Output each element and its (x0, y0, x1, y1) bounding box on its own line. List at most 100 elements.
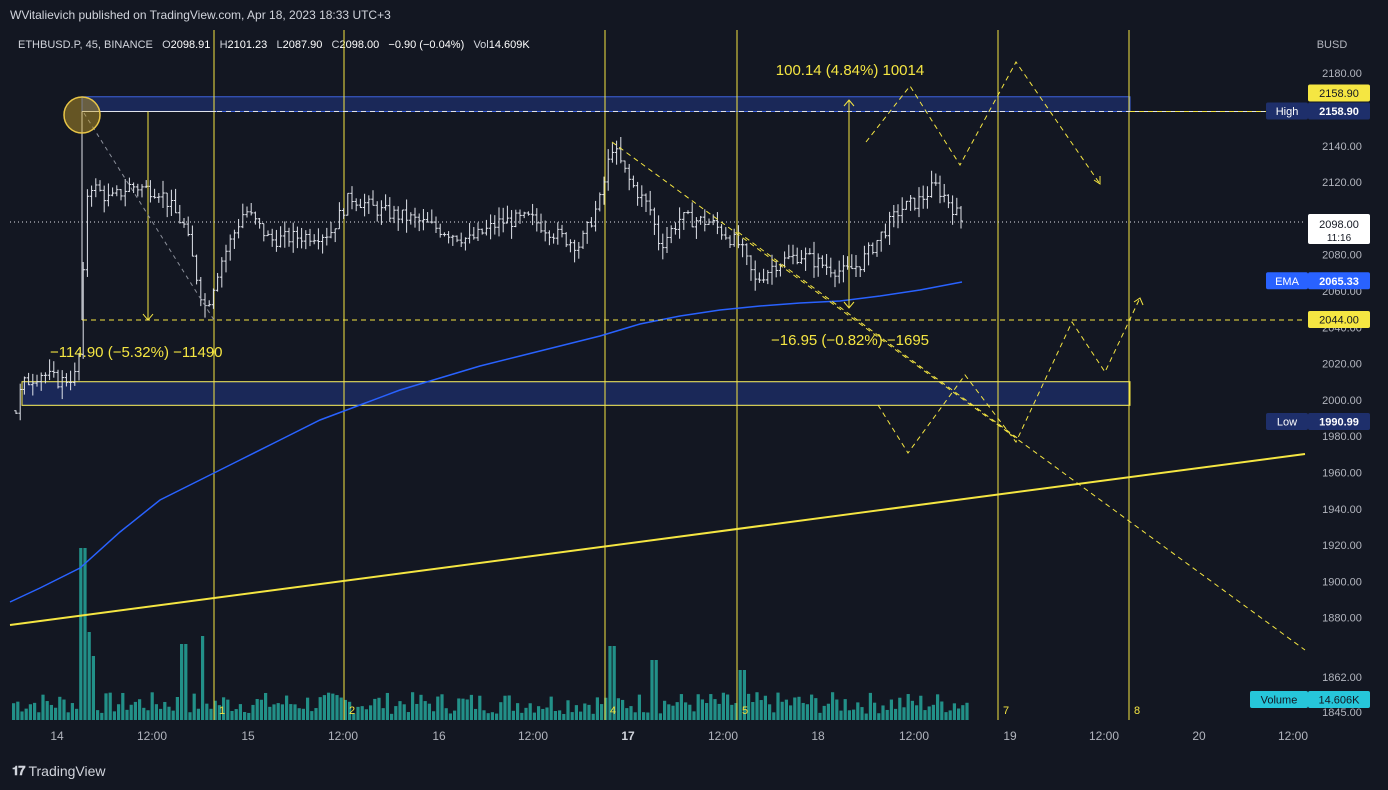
tag-ema-label-bg (1266, 272, 1308, 290)
volume-bar (520, 712, 524, 720)
volume-bar (352, 713, 356, 720)
tag-low-label: Low (1277, 417, 1297, 429)
tag-low-value-bg (1308, 413, 1370, 430)
volume-bar (129, 704, 133, 720)
projection-upper-arrowhead (1093, 176, 1101, 185)
volume-bar (314, 708, 318, 720)
volume-bar (390, 713, 394, 720)
volume-bar (755, 692, 759, 720)
volume-value: 14.609K (488, 39, 530, 51)
volume-bar (831, 692, 835, 720)
x-tick-label: 12:00 (137, 729, 167, 743)
y-tick-label: 1845.00 (1322, 707, 1362, 719)
volume-bar (738, 670, 742, 720)
high-value: 2101.23 (227, 39, 268, 51)
volume-bar (75, 708, 79, 720)
volume-bar (579, 711, 583, 720)
volume-bar (772, 712, 776, 720)
volume-bar (675, 702, 679, 720)
volume-bar (768, 704, 772, 720)
volume-bar (49, 704, 53, 720)
volume-bar (280, 704, 284, 720)
volume-bar (33, 702, 37, 720)
volume-bar (654, 660, 658, 720)
volume-bar (226, 699, 230, 720)
measure-up-label: 100.14 (4.84%) 10014 (776, 62, 924, 79)
volume-bar (104, 693, 108, 720)
volume-bar (251, 704, 255, 720)
volume-bar (910, 700, 914, 720)
zone-support (21, 381, 1131, 406)
tradingview-brand[interactable]: 𝟏𝟕 TradingView (12, 763, 106, 779)
volume-bar (818, 712, 822, 720)
volume-bar (898, 697, 902, 720)
tag-low-label-bg (1266, 413, 1308, 430)
volume-bar (486, 713, 490, 720)
volume-bar (532, 712, 536, 720)
tag-yellow-high: 2158.90 (1319, 88, 1359, 100)
volume-bar (230, 711, 234, 720)
volume-bar (906, 694, 910, 720)
volume-bar (306, 697, 310, 720)
volume-bar (461, 698, 465, 720)
volume-bar (453, 710, 457, 720)
volume-bar (327, 692, 331, 720)
volume-bar (721, 692, 725, 720)
volume-bar (663, 700, 667, 720)
volume-bar (759, 700, 763, 720)
volume-bar (894, 708, 898, 720)
volume-bar (587, 704, 591, 720)
volume-bar (957, 708, 961, 720)
volume-bar (264, 692, 268, 720)
volume-bar (41, 694, 45, 720)
volume-bar (58, 696, 62, 720)
volume-bar (553, 710, 557, 720)
volume-bar (356, 706, 360, 720)
volume-bar (213, 700, 217, 720)
tag-2044: 2044.00 (1319, 315, 1359, 327)
volume-bar (188, 712, 192, 720)
y-tick-label: 2180.00 (1322, 68, 1362, 80)
volume-bar (154, 704, 158, 720)
volume-bar (24, 708, 28, 720)
volume-bar (885, 709, 889, 720)
volume-bar (79, 548, 83, 720)
tradingview-logo-icon: 𝟏𝟕 (12, 763, 26, 778)
volume-bar (184, 644, 188, 720)
volume-bar (37, 712, 41, 720)
volume-bar (642, 712, 646, 720)
x-tick-label: 20 (1192, 729, 1206, 743)
x-tick-label: 12:00 (1278, 729, 1308, 743)
volume-bar (847, 710, 851, 720)
volume-bar (259, 699, 263, 720)
volume-bar (272, 704, 276, 720)
volume-bar (604, 697, 608, 720)
volume-bar (902, 707, 906, 720)
tag-current-timer: 11:16 (1327, 233, 1352, 244)
volume-bar (54, 707, 58, 720)
zone-resistance (81, 96, 1131, 112)
volume-bar (705, 703, 709, 720)
volume-bar (784, 699, 788, 720)
publisher-line: WVitalievich published on TradingView.co… (10, 8, 391, 22)
volume-bar (91, 656, 95, 720)
volume-bar (45, 701, 49, 720)
volume-bar (608, 646, 612, 720)
volume-bar (574, 705, 578, 720)
volume-bar (873, 702, 877, 720)
vertical-marker-label: 8 (1134, 705, 1140, 717)
volume-bar (339, 697, 343, 720)
high-label: H (219, 39, 228, 51)
volume-bar (600, 704, 604, 720)
vertical-marker-label: 2 (349, 705, 355, 717)
vertical-marker-label: 7 (1003, 705, 1009, 717)
volume-bar (952, 703, 956, 720)
trend-line (9, 453, 1306, 626)
volume-label: Vol (473, 39, 489, 51)
symbol-name[interactable]: ETHBUSD.P, 45, BINANCE (18, 39, 153, 51)
volume-bar (348, 701, 352, 720)
volume-bar (965, 702, 969, 720)
measure-down-left-label: −114.90 (−5.32%) −11490 (50, 344, 223, 361)
volume-bar (293, 704, 297, 720)
